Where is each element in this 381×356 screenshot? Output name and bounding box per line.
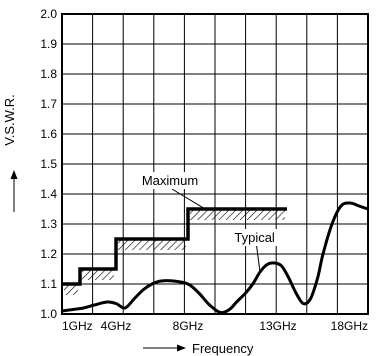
x-axis-arrow-head (177, 344, 186, 352)
hatch-band (190, 210, 285, 220)
series-group (61, 201, 369, 315)
y-tick-labels: 1.0 1.1 1.2 1.3 1.4 1.5 1.6 1.7 1.8 1.9 2.0 (40, 7, 57, 321)
y-tick-label: 1.0 (40, 307, 57, 321)
x-tick-label: 4GHz (101, 319, 132, 333)
hatch-band (64, 285, 78, 295)
x-tick-label: 8GHz (173, 319, 204, 333)
grid (62, 13, 368, 315)
y-tick-label: 1.7 (40, 97, 57, 111)
annotation-background (232, 229, 277, 246)
annotation-typical: Typical (232, 229, 277, 273)
y-tick-label: 1.6 (40, 127, 57, 141)
hatch-band (118, 240, 186, 250)
x-tick-label: 13GHz (259, 319, 296, 333)
x-tick-labels: 1GHz 4GHz 8GHz 13GHz 18GHz (62, 319, 368, 333)
annotation-label: Maximum (142, 173, 198, 188)
x-tick-label: 18GHz (331, 319, 368, 333)
y-axis-title-group: V.S.W.R. (2, 94, 18, 212)
y-tick-label: 1.3 (40, 217, 57, 231)
x-tick-label: 1GHz (62, 319, 93, 333)
y-tick-label: 2.0 (40, 7, 57, 21)
x-axis-label: Frequency (192, 341, 254, 356)
hatch-band (82, 270, 114, 280)
y-tick-label: 1.9 (40, 37, 57, 51)
y-tick-label: 1.5 (40, 157, 57, 171)
plot-frame (61, 13, 369, 315)
y-tick-label: 1.8 (40, 67, 57, 81)
tolerance-hatching (64, 210, 285, 295)
series-maximum-line (62, 207, 287, 286)
annotation-background (139, 172, 201, 189)
annotation-label: Typical (234, 230, 275, 245)
y-axis-label: V.S.W.R. (2, 94, 17, 146)
y-tick-label: 1.1 (40, 277, 57, 291)
y-tick-label: 1.4 (40, 187, 57, 201)
y-tick-label: 1.2 (40, 247, 57, 261)
annotation-leader-line (171, 188, 205, 209)
annotation-maximum: Maximum (139, 172, 205, 209)
annotations: Maximum Typical (139, 172, 277, 273)
series-typical-line (61, 201, 369, 315)
y-axis-arrow-head (10, 170, 18, 179)
x-axis-title-group: Frequency (143, 341, 254, 356)
annotation-leader-line (256, 245, 261, 273)
